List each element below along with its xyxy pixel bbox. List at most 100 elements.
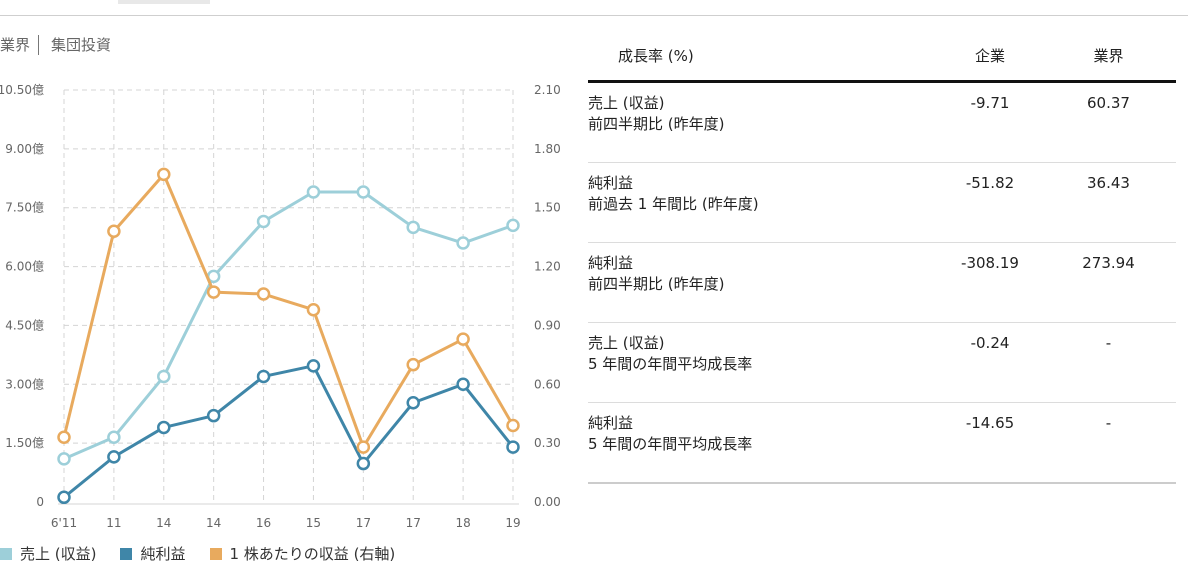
y-right-tick-label: 0.90 [534, 318, 561, 332]
series-point-0 [506, 218, 520, 233]
series-point-1 [356, 456, 371, 471]
x-tick-label: 14 [206, 516, 221, 530]
metric-period: 前四半期比 (昨年度) [588, 115, 725, 133]
series-point-1 [306, 359, 321, 373]
x-tick-label: 16 [256, 516, 271, 530]
table-row: 純利益前四半期比 (昨年度) -308.19 273.94 [588, 242, 1176, 323]
table-row: 純利益前過去 1 年間比 (昨年度) -51.82 36.43 [588, 162, 1176, 243]
legend-swatch-revenue [0, 547, 12, 560]
x-tick-label: 15 [306, 516, 321, 530]
metric-period: 前過去 1 年間比 (昨年度) [588, 195, 759, 213]
y-right-tick-label: 0.30 [534, 436, 561, 450]
tab-industry[interactable]: 業界 [0, 36, 31, 54]
growth-rate-table: 成長率 (%) 企業 業界 売上 (収益) 前四半期比 (昨年度) -9.71 6… [588, 30, 1176, 484]
series-point-2 [157, 167, 171, 182]
series-line-2 [62, 172, 515, 449]
table-row: 売上 (収益) 前四半期比 (昨年度) -9.71 60.37 [588, 81, 1176, 163]
y-left-tick-label: 6.00億 [5, 260, 44, 274]
x-tick-label: 14 [156, 516, 171, 530]
top-tab-indicator [118, 0, 210, 4]
y-right-tick-label: 1.50 [534, 201, 561, 215]
table-row: 純利益 5 年間の年間平均成長率 -14.65 - [588, 402, 1176, 484]
series-point-0 [456, 236, 470, 250]
header-growth-rate: 成長率 (%) [588, 30, 939, 83]
series-point-1 [57, 490, 71, 505]
series-line-0 [63, 190, 514, 461]
series-point-2 [356, 440, 371, 454]
legend-swatch-eps [209, 547, 222, 560]
row-label: 純利益 5 年間の年間平均成長率 [588, 402, 939, 484]
metric-period: 5 年間の年間平均成長率 [588, 355, 753, 373]
row-label: 売上 (収益) 5 年間の年間平均成長率 [588, 322, 939, 403]
row-label: 純利益前四半期比 (昨年度) [588, 242, 939, 323]
series-point-0 [57, 452, 71, 466]
x-tick-label: 17 [406, 516, 421, 530]
series-point-2 [456, 332, 470, 346]
top-divider [0, 15, 1188, 16]
legend-label-revenue: 売上 (収益) [20, 545, 97, 563]
industry-value: 273.94 [1041, 242, 1176, 323]
metric-name: 純利益 [588, 254, 634, 272]
chart-legend: 売上 (収益) 純利益 1 株あたりの収益 (右軸) [0, 543, 419, 564]
tab-separator [38, 34, 40, 55]
y-right-tick-label: 1.20 [534, 260, 561, 274]
series-point-0 [406, 220, 420, 235]
legend-swatch-net-income [120, 547, 133, 560]
series-point-2 [107, 224, 121, 239]
metric-name: 売上 (収益) [588, 94, 665, 112]
y-left-tick-label: 10.50億 [0, 83, 44, 97]
y-left-tick-label: 9.00億 [5, 142, 44, 156]
company-value: -51.82 [939, 162, 1041, 243]
metric-name: 売上 (収益) [588, 334, 665, 352]
series-point-1 [107, 450, 121, 464]
series-point-2 [306, 302, 321, 317]
series-point-2 [256, 287, 271, 301]
y-right-tick-label: 1.80 [534, 142, 561, 156]
row-label: 売上 (収益) 前四半期比 (昨年度) [588, 81, 939, 163]
series-point-2 [406, 357, 420, 372]
series-point-2 [506, 418, 520, 433]
x-tick-label: 6'11 [51, 516, 77, 530]
y-left-tick-label: 1.50億 [5, 436, 44, 450]
x-tick-label: 11 [106, 516, 121, 530]
series-point-0 [306, 185, 321, 199]
company-value: -308.19 [939, 242, 1041, 323]
metric-period: 前四半期比 (昨年度) [588, 275, 725, 293]
series-point-1 [406, 395, 420, 410]
legend-item-net-income[interactable]: 純利益 [120, 543, 186, 564]
series-point-1 [506, 440, 520, 454]
x-tick-label: 19 [505, 516, 520, 530]
industry-value: 60.37 [1041, 81, 1176, 163]
table-row: 売上 (収益) 5 年間の年間平均成長率 -0.24 - [588, 322, 1176, 403]
company-value: -0.24 [939, 322, 1041, 403]
series-point-2 [57, 430, 71, 445]
x-tick-label: 17 [356, 516, 371, 530]
header-industry: 業界 [1041, 30, 1176, 83]
sub-tabs: 業界 集団投資 [0, 34, 111, 55]
legend-item-revenue[interactable]: 売上 (収益) [0, 543, 96, 564]
series-line-1 [63, 364, 515, 499]
metric-name: 純利益 [588, 414, 634, 432]
legend-label-net-income: 純利益 [140, 545, 186, 563]
series-point-2 [206, 285, 221, 299]
metric-period: 5 年間の年間平均成長率 [588, 435, 753, 453]
metric-name: 純利益 [588, 174, 634, 192]
series-point-1 [456, 377, 470, 392]
series-point-1 [157, 420, 171, 435]
table-header-row: 成長率 (%) 企業 業界 [588, 30, 1176, 83]
y-right-tick-label: 0.00 [534, 495, 561, 509]
legend-label-eps: 1 株あたりの収益 (右軸) [229, 545, 396, 563]
series-point-1 [256, 369, 271, 384]
company-value: -14.65 [939, 402, 1041, 484]
row-label: 純利益前過去 1 年間比 (昨年度) [588, 162, 939, 243]
y-left-tick-label: 3.00億 [5, 377, 44, 391]
industry-value: - [1041, 402, 1176, 484]
tab-group-investment[interactable]: 集団投資 [51, 36, 112, 54]
y-left-tick-label: 7.50億 [5, 201, 44, 215]
legend-item-eps[interactable]: 1 株あたりの収益 (右軸) [209, 543, 396, 564]
series-point-1 [206, 408, 221, 423]
header-company: 企業 [939, 30, 1041, 83]
series-point-0 [157, 369, 171, 384]
industry-value: 36.43 [1041, 162, 1176, 243]
y-right-tick-label: 0.60 [534, 377, 561, 391]
